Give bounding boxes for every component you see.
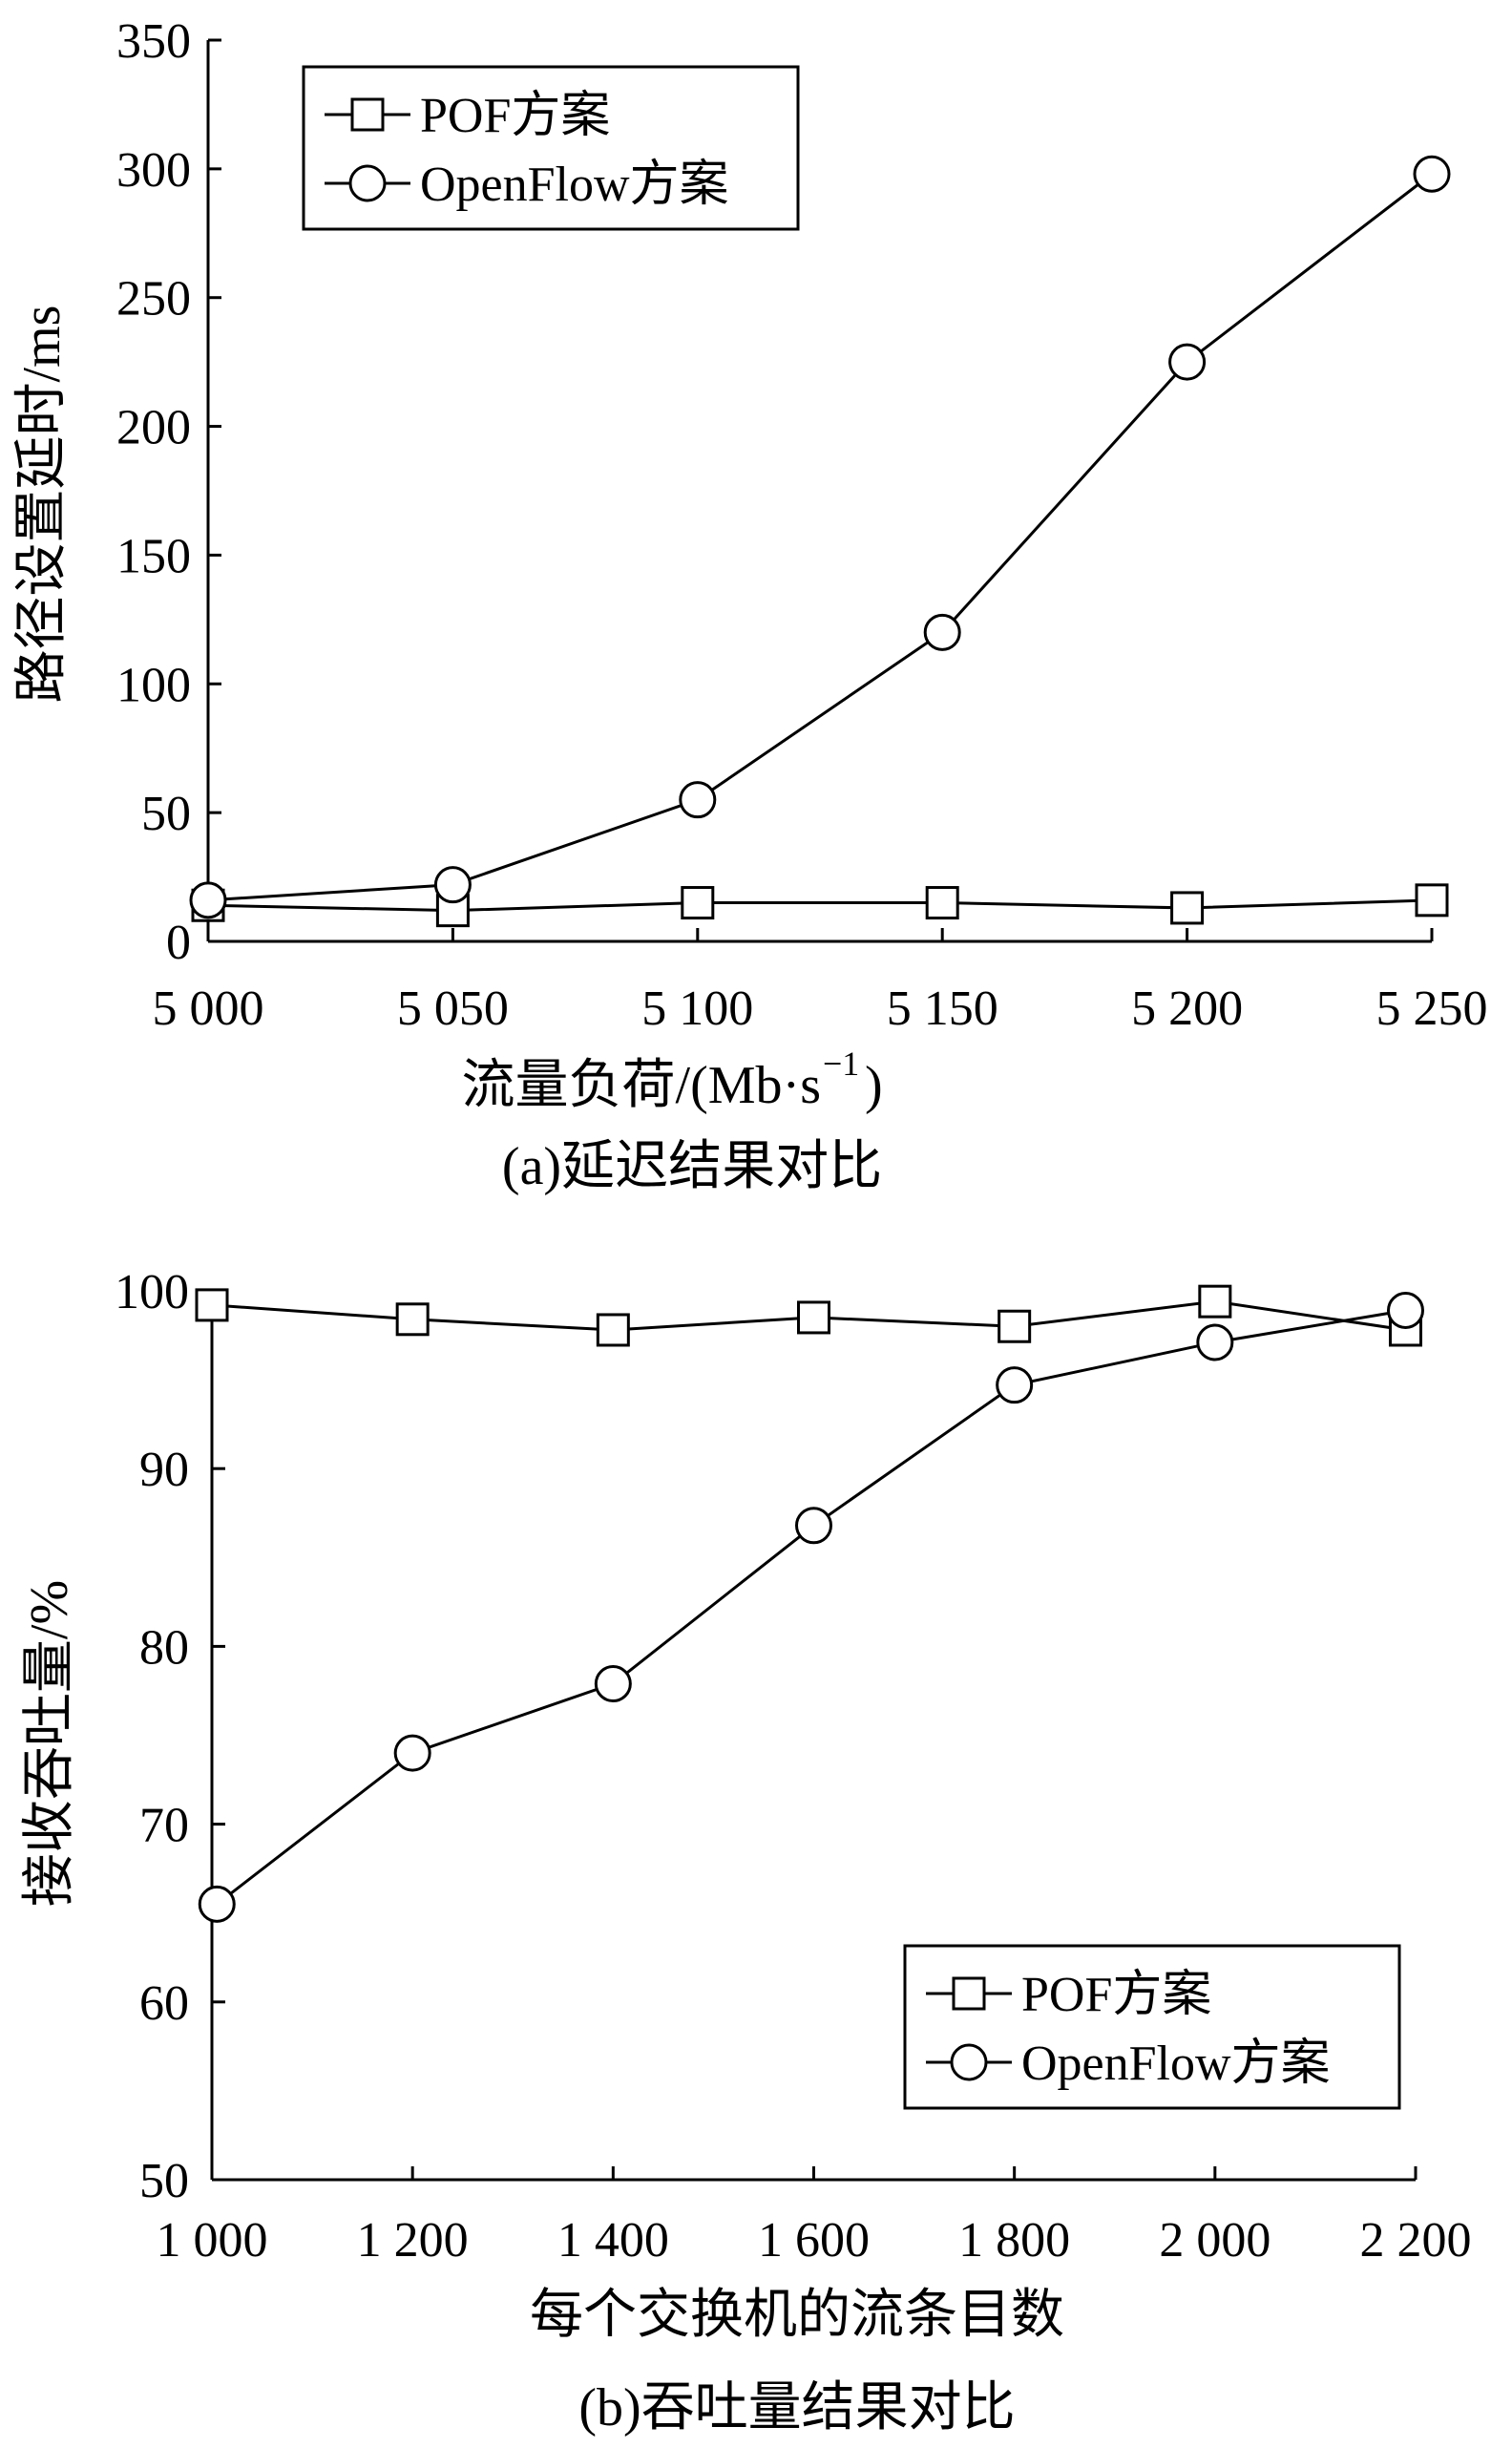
chart-a-ticks: 0 50 100 150 200 250 300 350 5 000 5 050 5 100 5 15… [116, 14, 1488, 1036]
legend-label: POF方案 [1021, 1968, 1211, 2022]
data-point-circle [996, 1366, 1034, 1404]
chart-b-throughput: 50 60 70 80 90 100 1 000 1 200 1 400 1 600 1 800 2 … [20, 1265, 1472, 2437]
data-point-square [596, 1313, 630, 1347]
chart-a-xlabel: 流量负荷/(Mb·s [462, 1056, 821, 1115]
x-tick-label: 2 200 [1360, 2213, 1472, 2268]
legend-label: OpenFlow方案 [420, 158, 729, 212]
y-tick-label: 60 [139, 1976, 189, 2031]
y-tick-label: 150 [116, 529, 191, 583]
data-point-circle [923, 613, 961, 651]
chart-b-legend-box [903, 1944, 1401, 2110]
chart-a-xlabel-main: 流量负荷/(Mb·s [462, 1056, 821, 1115]
chart-a-legend: POF方案 OpenFlow方案 [302, 65, 800, 231]
y-tick-label: 80 [139, 1620, 189, 1675]
x-tick-label: 1 400 [557, 2213, 669, 2268]
y-tick-label: 100 [115, 1265, 189, 1319]
chart-a-xlabel-sup: −1 [823, 1045, 859, 1083]
data-point-square [998, 1309, 1032, 1343]
data-point-circle [1168, 343, 1207, 381]
data-point-circle [189, 881, 227, 919]
data-point-circle [679, 781, 717, 819]
y-tick-label: 350 [116, 14, 191, 69]
data-point-square [681, 886, 715, 920]
chart-b-ylabel: 接收吞吐量/% [20, 1580, 79, 1907]
data-point-circle [795, 1507, 832, 1545]
x-tick-label: 2 000 [1159, 2213, 1270, 2268]
x-tick-label: 5 000 [153, 981, 264, 1036]
chart-b-ticks: 50 60 70 80 90 100 1 000 1 200 1 400 1 600 1 800 2 … [115, 1265, 1472, 2268]
series-line-circle [207, 173, 1433, 902]
x-tick-label: 1 600 [758, 2213, 870, 2268]
data-point-square [1415, 883, 1449, 918]
x-tick-label: 1 000 [157, 2213, 268, 2268]
data-point-circle [1386, 1291, 1424, 1329]
x-tick-label: 5 100 [641, 981, 753, 1036]
data-point-square [797, 1300, 830, 1335]
y-tick-label: 90 [139, 1443, 189, 1497]
y-tick-label: 300 [116, 143, 191, 198]
data-point-circle [1413, 155, 1451, 193]
legend-label: POF方案 [420, 89, 610, 143]
legend-marker-square [952, 1976, 986, 2011]
chart-a-xlabel-tail: ) [865, 1056, 883, 1115]
x-tick-label: 5 150 [887, 981, 998, 1036]
data-point-square [1198, 1284, 1232, 1319]
x-tick-label: 5 050 [397, 981, 509, 1036]
series-line-circle [216, 1309, 1406, 1906]
legend-marker-square [350, 97, 385, 132]
data-point-circle [594, 1665, 632, 1703]
data-point-square [1170, 891, 1205, 925]
legend-marker-circle [950, 2043, 988, 2081]
chart-b-legend: POF方案 OpenFlow方案 [903, 1944, 1401, 2110]
chart-b-caption: (b)吞吐量结果对比 [578, 2378, 1015, 2437]
data-point-circle [1196, 1323, 1234, 1361]
x-tick-label: 1 800 [958, 2213, 1070, 2268]
chart-b-series [195, 1284, 1424, 1923]
legend-label: OpenFlow方案 [1021, 2036, 1331, 2091]
y-tick-label: 100 [116, 658, 191, 712]
x-tick-label: 1 200 [357, 2213, 469, 2268]
chart-a-latency: 0 50 100 150 200 250 300 350 5 000 5 050 5 100 5 15… [12, 14, 1488, 1196]
y-tick-label: 50 [139, 2154, 189, 2208]
chart-a-axes [206, 40, 1432, 943]
chart-a-caption: (a)延迟结果对比 [502, 1137, 882, 1196]
x-tick-label: 5 200 [1131, 981, 1243, 1036]
data-point-circle [433, 866, 472, 904]
x-tick-label: 5 250 [1376, 981, 1488, 1036]
series-line-square [207, 898, 1433, 913]
data-point-circle [198, 1885, 236, 1923]
y-tick-label: 250 [116, 272, 191, 327]
data-point-square [395, 1302, 430, 1337]
chart-b-xlabel: 每个交换机的流条目数 [530, 2286, 1064, 2345]
y-tick-label: 70 [139, 1799, 189, 1853]
chart-a-series [189, 155, 1451, 928]
y-tick-label: 0 [166, 916, 191, 970]
y-tick-label: 50 [141, 787, 191, 841]
data-point-circle [393, 1734, 431, 1772]
legend-marker-circle [348, 164, 387, 202]
chart-a-ylabel: 路径设置延时/ms [12, 306, 72, 704]
y-tick-label: 200 [116, 401, 191, 455]
data-point-square [925, 886, 959, 920]
data-point-square [195, 1288, 229, 1322]
chart-a-legend-box [302, 65, 800, 231]
